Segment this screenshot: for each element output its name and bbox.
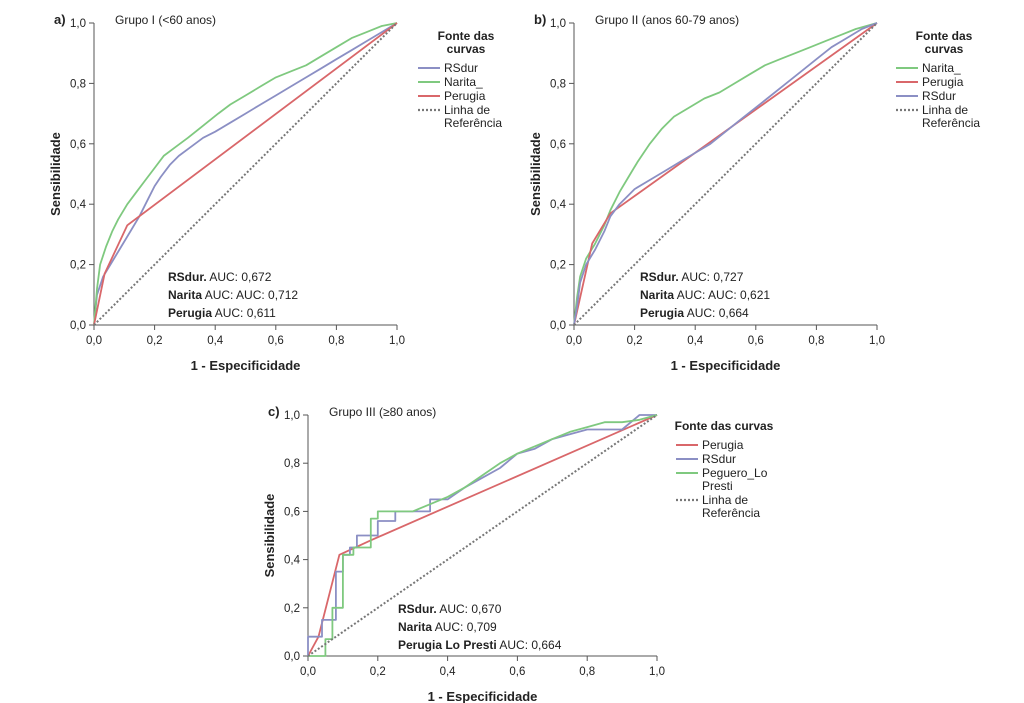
auc-text: Perugia AUC: 0,611 (168, 306, 276, 320)
auc-text: RSdur. AUC: 0,672 (168, 270, 272, 284)
series-line-perugia (93, 22, 398, 326)
legend-label: RSdur (922, 89, 956, 103)
y-tick-label: 0,8 (70, 78, 86, 90)
x-tick-label: 0,0 (86, 335, 102, 347)
series-line-perugia (307, 414, 658, 657)
x-tick-label: 0,4 (687, 335, 704, 347)
auc-text: Narita AUC: AUC: 0,712 (168, 288, 298, 302)
y-tick-label: 0,8 (550, 78, 566, 90)
x-tick-label: 1,0 (649, 666, 665, 678)
y-tick-label: 0,4 (70, 199, 87, 211)
y-axis-title: Sensibilidade (528, 132, 543, 216)
x-tick-label: 0,4 (207, 335, 224, 347)
y-tick-label: 0,0 (550, 320, 566, 332)
x-tick-label: 0,6 (509, 666, 525, 678)
roc-panel-1: 0,0 0,2 0,4 0,6 0,8 1,0 0,0 0,2 0,4 0,6 0,8 1,0 1 - … (48, 12, 502, 373)
y-tick-label: 0,2 (70, 260, 86, 272)
x-tick-label: 0,8 (808, 335, 824, 347)
y-tick-label: 0,0 (70, 320, 86, 332)
auc-text: Perugia AUC: 0,664 (640, 306, 749, 320)
auc-text: Narita AUC: AUC: 0,621 (640, 288, 770, 302)
panel-letter: b) (534, 12, 546, 27)
x-axis-title: 1 - Especificidade (428, 689, 538, 703)
legend-label: Perugia (922, 75, 964, 89)
legend-title: Fonte das curvas (675, 419, 774, 433)
x-tick-label: 0,2 (627, 335, 643, 347)
series-line-narita (573, 22, 878, 326)
y-tick-label: 0,6 (70, 139, 86, 151)
y-tick-label: 0,4 (284, 555, 301, 567)
auc-text: Perugia Lo Presti AUC: 0,664 (398, 638, 562, 652)
y-tick-label: 0,2 (284, 603, 300, 615)
x-tick-label: 1,0 (389, 335, 405, 347)
y-tick-label: 1,0 (550, 18, 566, 30)
auc-text: RSdur. AUC: 0,670 (398, 602, 502, 616)
y-tick-label: 0,6 (284, 506, 300, 518)
series-line-narita (93, 22, 398, 326)
series-line-linha-de (573, 22, 878, 326)
legend-label: Narita_ (444, 75, 483, 89)
panel-letter: a) (54, 12, 66, 27)
x-tick-label: 0,8 (328, 335, 344, 347)
legend-label: Peguero_Lo Presti (702, 466, 768, 493)
x-tick-label: 0,6 (268, 335, 284, 347)
roc-panel-3: 0,0 0,2 0,4 0,6 0,8 1,0 0,0 0,2 0,4 0,6 0,8 1,0 1 - … (262, 404, 774, 703)
group-title: Grupo II (anos 60-79 anos) (595, 13, 739, 27)
auc-text: Narita AUC: 0,709 (398, 620, 497, 634)
y-tick-label: 0,0 (284, 651, 300, 663)
y-tick-label: 0,4 (550, 199, 567, 211)
y-tick-label: 0,6 (550, 139, 566, 151)
series-line-rsdur (93, 22, 398, 326)
series-line-peguero-lo (308, 414, 658, 657)
x-tick-label: 0,2 (147, 335, 163, 347)
x-tick-label: 0,2 (370, 666, 386, 678)
y-axis-title: Sensibilidade (48, 132, 63, 216)
panel-letter: c) (268, 404, 280, 419)
x-axis-title: 1 - Especificidade (191, 358, 301, 373)
legend-title: Fonte das curvas (438, 29, 495, 56)
y-tick-label: 0,8 (284, 458, 300, 470)
x-tick-label: 0,0 (566, 335, 582, 347)
y-axis-title: Sensibilidade (262, 494, 277, 578)
y-tick-label: 1,0 (70, 18, 86, 30)
group-title: Grupo I (<60 anos) (115, 13, 216, 27)
legend-label: RSdur (702, 452, 736, 466)
group-title: Grupo III (≥80 anos) (329, 405, 436, 419)
series-line-linha-de (93, 22, 398, 326)
legend-label: Linha de Referência (922, 103, 980, 130)
y-tick-label: 1,0 (284, 410, 300, 422)
x-tick-label: 0,6 (748, 335, 764, 347)
series-line-linha-de (307, 414, 658, 657)
y-tick-label: 0,2 (550, 260, 566, 272)
x-tick-label: 1,0 (869, 335, 885, 347)
legend-label: Linha de Referência (444, 103, 502, 130)
legend-title: Fonte das curvas (916, 29, 973, 56)
x-tick-label: 0,0 (300, 666, 316, 678)
legend-label: Perugia (702, 438, 744, 452)
legend-label: Narita_ (922, 61, 961, 75)
x-tick-label: 0,4 (440, 666, 457, 678)
auc-text: RSdur. AUC: 0,727 (640, 270, 744, 284)
legend-label: RSdur (444, 61, 478, 75)
legend-label: Linha de Referência (702, 493, 760, 520)
x-tick-label: 0,8 (579, 666, 595, 678)
legend-label: Perugia (444, 89, 486, 103)
roc-panel-2: 0,0 0,2 0,4 0,6 0,8 1,0 0,0 0,2 0,4 0,6 0,8 1,0 1 - … (528, 12, 980, 373)
x-axis-title: 1 - Especificidade (671, 358, 781, 373)
series-line-rsdur (573, 22, 878, 326)
